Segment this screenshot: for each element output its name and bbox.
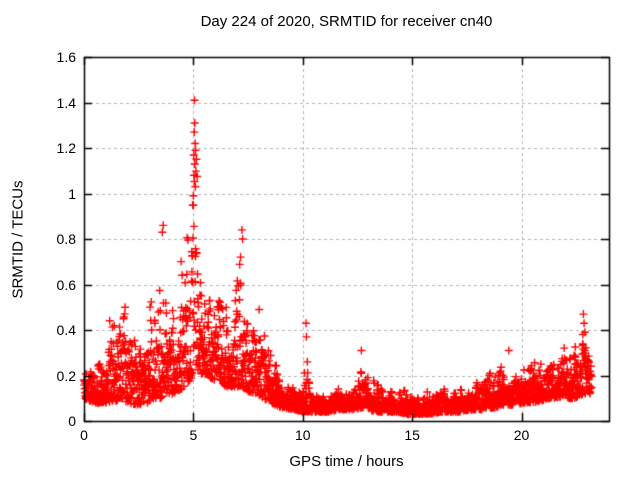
y-tick-label: 0.4 — [56, 322, 76, 338]
x-tick-label: 20 — [513, 427, 530, 443]
x-tick-label: 5 — [189, 427, 198, 443]
x-tick-label: 0 — [80, 427, 88, 443]
x-tick-label: 10 — [294, 427, 311, 443]
x-tick-label: 15 — [404, 427, 420, 443]
y-tick-label: 1.2 — [56, 140, 76, 156]
y-tick-label: 0.2 — [56, 367, 76, 384]
chart-title: Day 224 of 2020, SRMTID for receiver cn4… — [200, 13, 493, 30]
y-tick-label: 1.4 — [56, 94, 76, 111]
x-axis-label: GPS time / hours — [289, 453, 404, 470]
y-tick-label: 0.8 — [56, 231, 76, 247]
y-tick-label: 0.6 — [56, 276, 76, 293]
y-tick-label: 0 — [68, 413, 76, 429]
y-tick-label: 1 — [68, 185, 76, 202]
y-tick-label: 1.6 — [56, 49, 76, 65]
